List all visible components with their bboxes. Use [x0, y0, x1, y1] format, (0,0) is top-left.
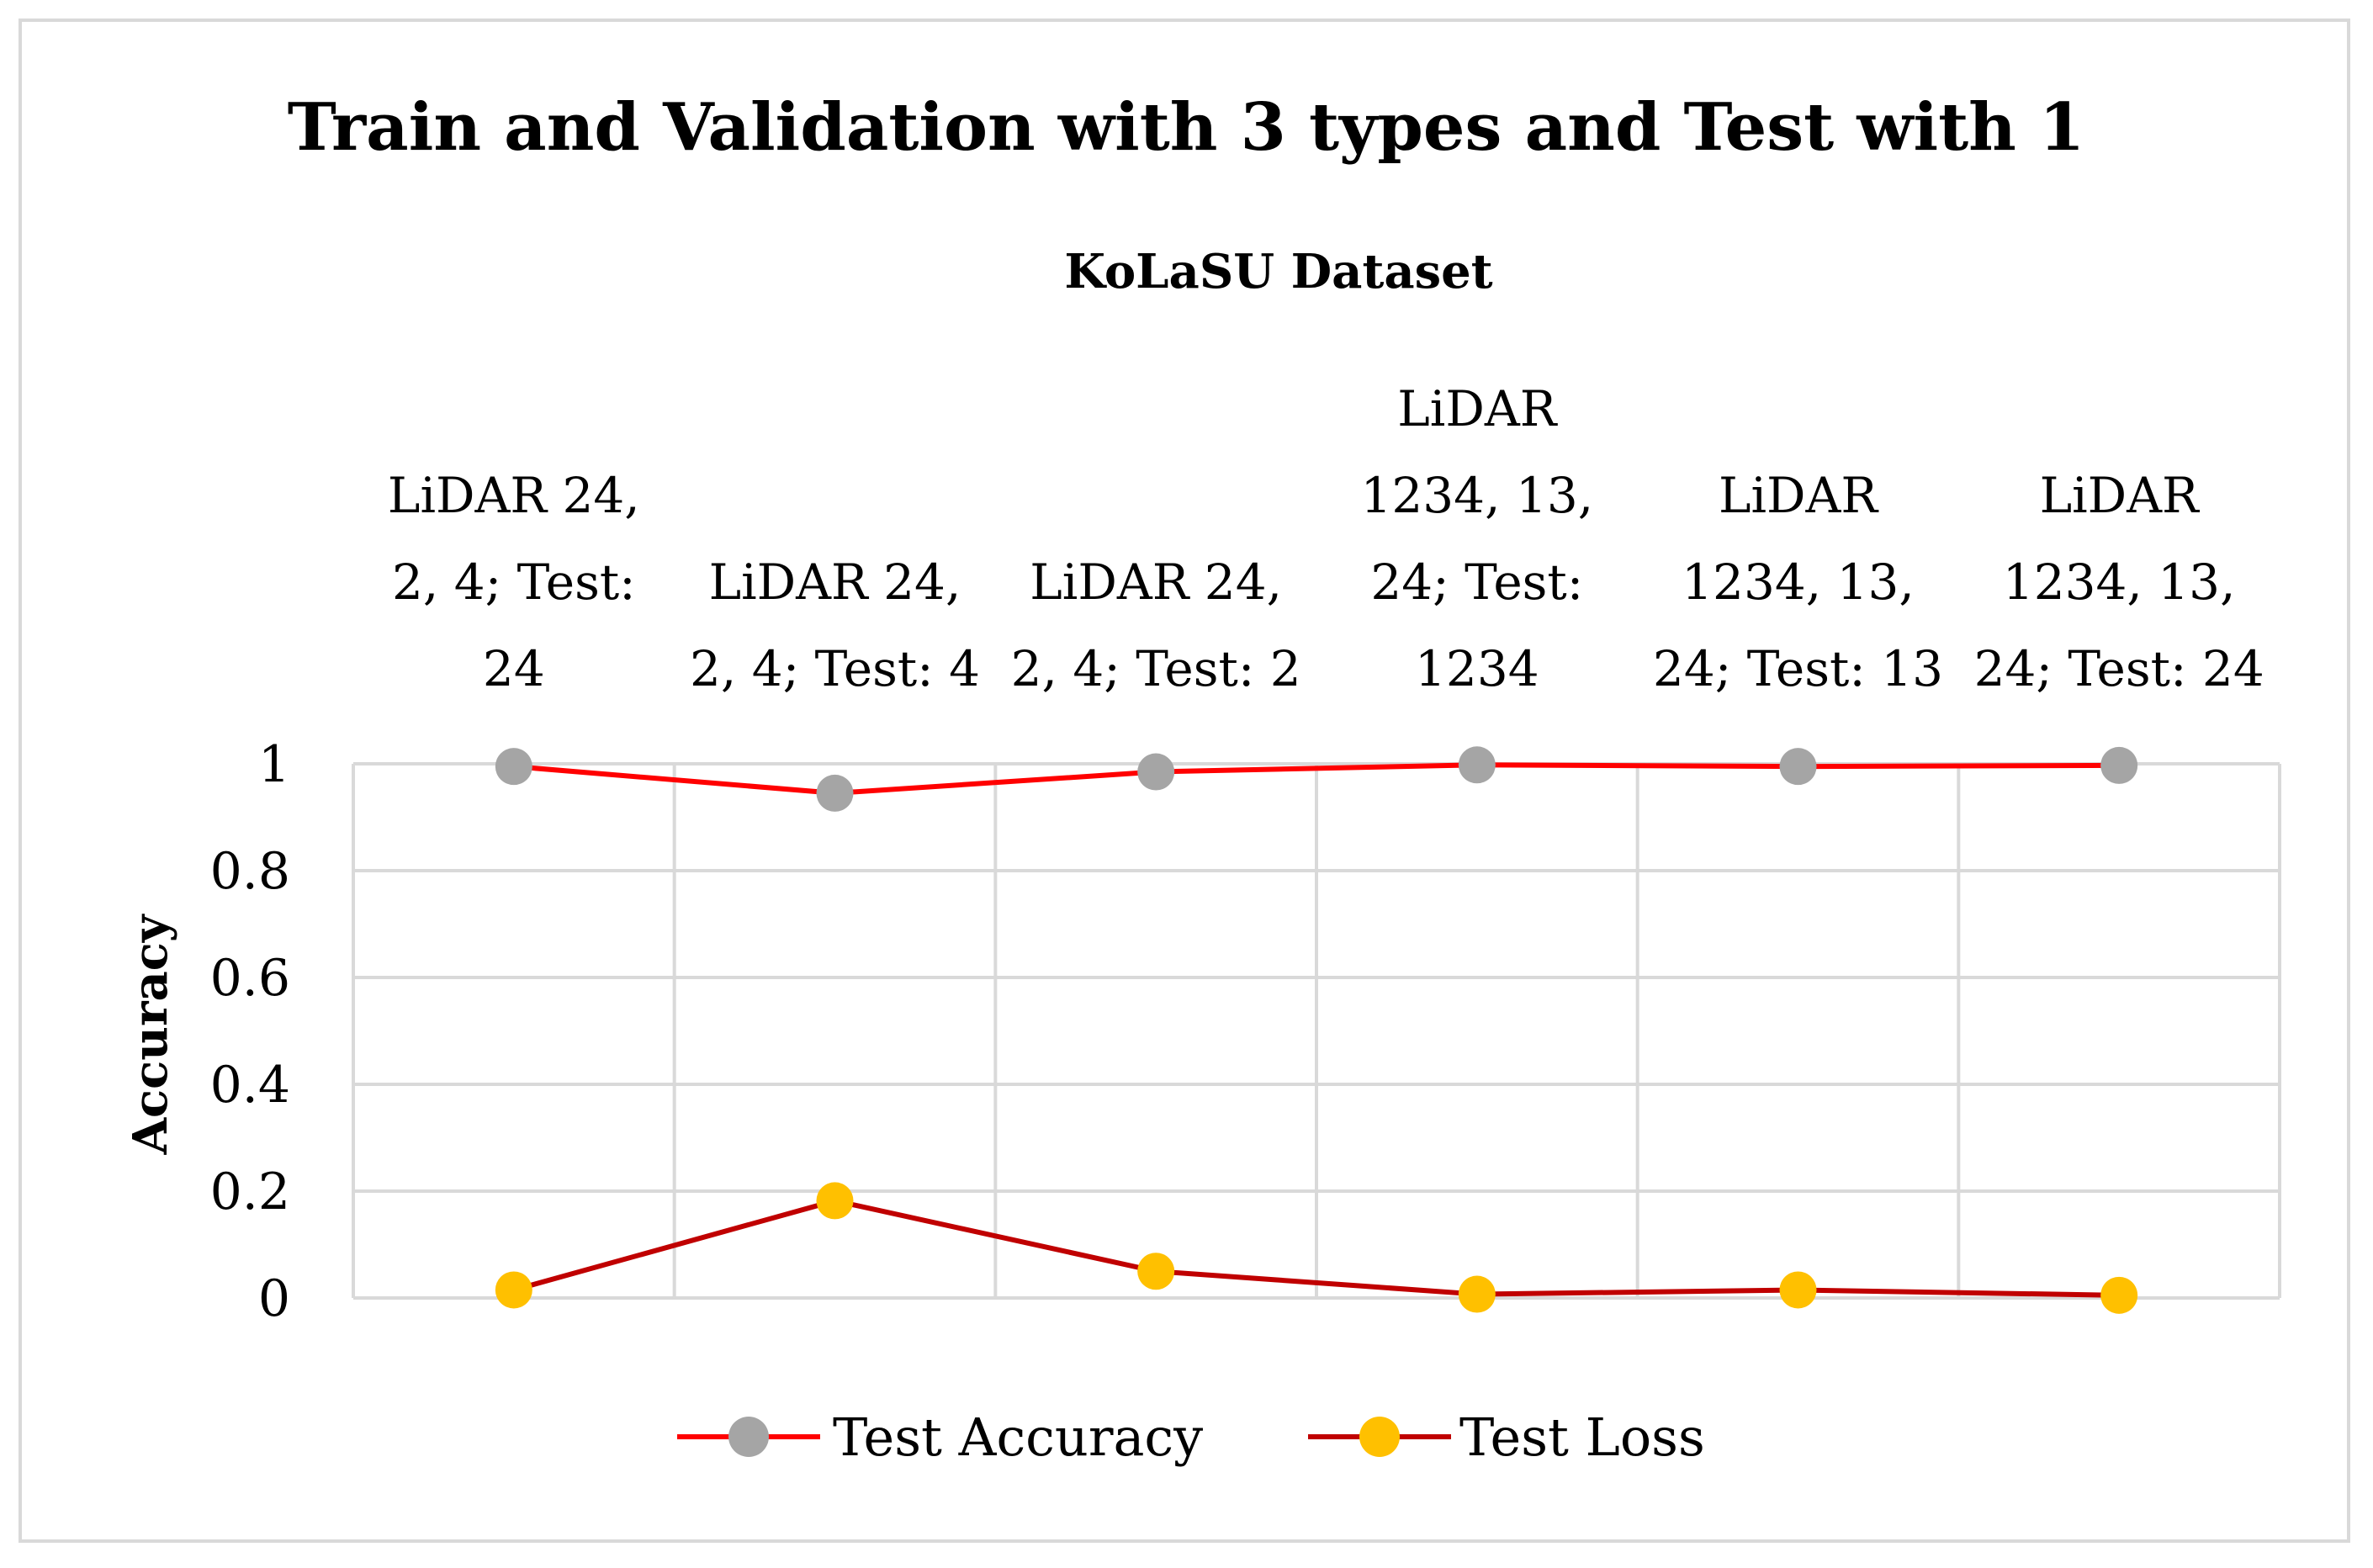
data-point — [1458, 1275, 1496, 1313]
x-category-line: 24 — [483, 640, 545, 697]
y-tick-label: 0.4 — [210, 1056, 290, 1115]
data-point — [1137, 753, 1175, 791]
data-point — [1458, 746, 1496, 784]
chart-subtitle: KoLaSU Dataset — [1064, 244, 1492, 299]
x-axis-categories: LiDAR 24, 2, 4; Test: 24 LiDAR 24, 2, 4; Tes… — [388, 380, 2264, 697]
x-category-line: 24; Test: — [1370, 554, 1583, 611]
legend-item: Test Loss — [1308, 1406, 1705, 1468]
x-category-line: LiDAR — [1719, 467, 1879, 524]
series-line — [513, 762, 2120, 796]
data-point — [816, 774, 854, 812]
grid — [352, 762, 2281, 1300]
x-category-line: LiDAR 24, — [709, 554, 961, 611]
x-category-line: LiDAR — [2040, 467, 2201, 524]
chart-frame — [19, 19, 2350, 1543]
x-category-line: LiDAR 24, — [388, 467, 640, 524]
x-category-line: 1234, 13, — [1682, 554, 1915, 611]
x-category-line: 1234, 13, — [1360, 467, 1593, 524]
data-point — [1137, 1253, 1175, 1290]
data-point — [2100, 746, 2138, 784]
x-category-line: 24; Test: 13 — [1653, 640, 1943, 697]
data-point — [495, 748, 532, 786]
legend-label: Test Loss — [1459, 1406, 1705, 1468]
x-category-label: LiDAR 1234, 13, 24; Test: 13 — [1653, 467, 1943, 697]
y-axis: 0 0.2 0.4 0.6 0.8 1 — [210, 735, 290, 1328]
data-point — [1779, 1271, 1817, 1309]
x-category-label: LiDAR 24, 2, 4; Test: 4 — [690, 554, 980, 697]
data-point — [2100, 1276, 2138, 1314]
x-category-line: LiDAR 24, — [1030, 554, 1282, 611]
series — [495, 746, 2138, 1314]
chart-title: Train and Validation with 3 types and Te… — [288, 89, 2085, 166]
x-category-line: 2, 4; Test: 2 — [1011, 640, 1301, 697]
data-point — [1779, 748, 1817, 786]
x-category-line: 24; Test: 24 — [1974, 640, 2264, 697]
data-point — [495, 1271, 532, 1309]
legend-label: Test Accuracy — [833, 1406, 1203, 1468]
series-line — [513, 1198, 2120, 1298]
data-point — [816, 1182, 854, 1220]
x-category-line: 2, 4; Test: 4 — [690, 640, 980, 697]
y-axis-label: Accuracy — [123, 914, 178, 1155]
legend-item: Test Accuracy — [677, 1406, 1203, 1468]
legend-marker — [1359, 1417, 1400, 1457]
y-tick-label: 0.6 — [210, 949, 290, 1008]
x-category-line: 2, 4; Test: — [392, 554, 636, 611]
legend: Test Accuracy Test Loss — [677, 1406, 1705, 1468]
y-tick-label: 0.8 — [210, 842, 290, 901]
series-test-accuracy — [495, 746, 2138, 812]
y-tick-label: 0 — [258, 1269, 290, 1328]
x-category-label: LiDAR 24, 2, 4; Test: 24 — [388, 467, 640, 697]
x-category-label: LiDAR 1234, 13, 24; Test: 1234 — [1360, 380, 1593, 697]
y-tick-label: 1 — [258, 735, 290, 794]
series-test-loss — [495, 1182, 2138, 1314]
x-category-line: LiDAR — [1397, 380, 1558, 437]
x-category-label: LiDAR 24, 2, 4; Test: 2 — [1011, 554, 1301, 697]
x-category-line: 1234, 13, — [2003, 554, 2236, 611]
x-category-line: 1234 — [1415, 640, 1539, 697]
y-tick-label: 0.2 — [210, 1163, 290, 1221]
x-category-label: LiDAR 1234, 13, 24; Test: 24 — [1974, 467, 2264, 697]
legend-marker — [728, 1417, 769, 1457]
